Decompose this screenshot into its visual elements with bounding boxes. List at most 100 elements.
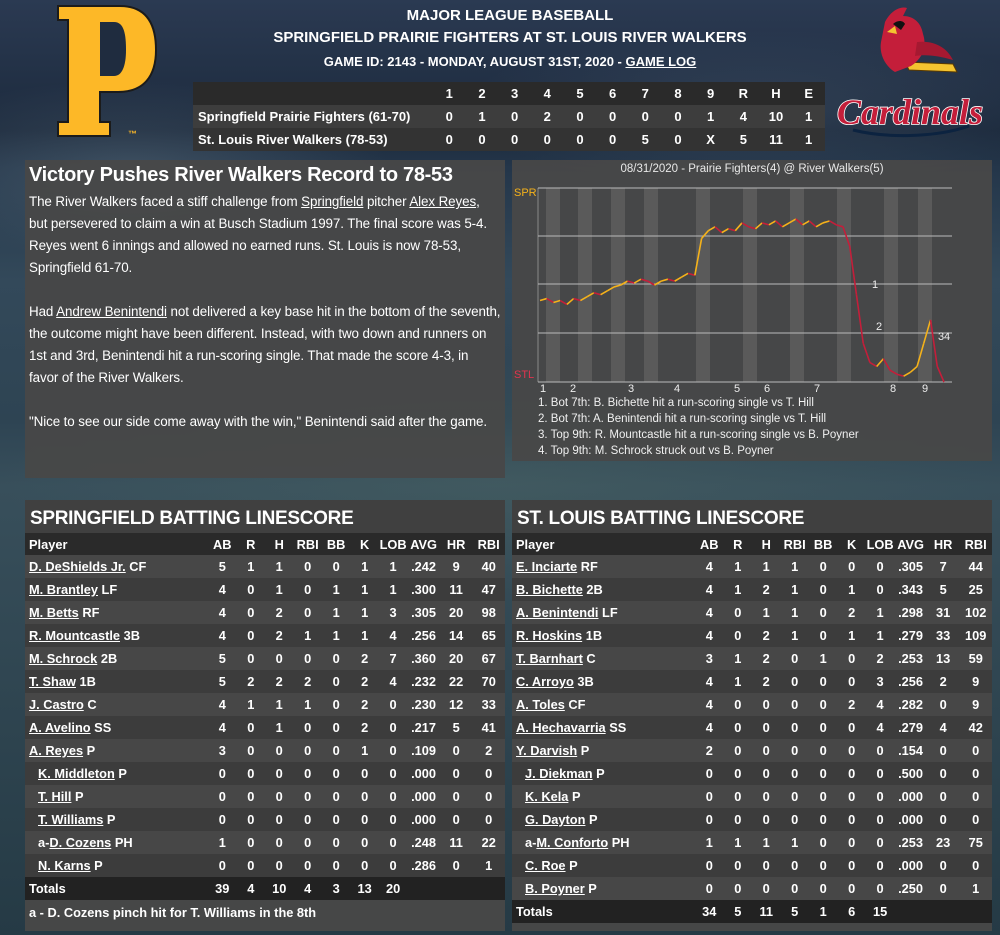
stat-cell: 4 bbox=[218, 582, 226, 597]
team-link-springfield[interactable]: Springfield bbox=[301, 194, 364, 209]
stat-cell: 0 bbox=[275, 835, 283, 850]
player-link-andrew-benintendi[interactable]: Andrew Benintendi bbox=[56, 304, 167, 319]
stat-cell: 0 bbox=[939, 881, 947, 896]
batting-header-cell: K bbox=[837, 533, 866, 555]
stat-cell: 0 bbox=[389, 812, 397, 827]
stat-cell: 0 bbox=[762, 858, 770, 873]
player-cell: a-D. Cozens PH bbox=[25, 831, 208, 854]
totals-cell: 15 bbox=[872, 904, 888, 919]
stat-cell: 1 bbox=[791, 835, 799, 850]
totals-cell bbox=[959, 900, 992, 923]
player-name-link[interactable]: M. Conforto bbox=[536, 835, 609, 850]
player-name-link[interactable]: M. Betts bbox=[29, 605, 79, 620]
player-name-link[interactable]: N. Karns bbox=[38, 858, 91, 873]
player-name-link[interactable]: R. Hoskins bbox=[516, 628, 583, 643]
player-name-link[interactable]: T. Williams bbox=[38, 812, 104, 827]
player-name-link[interactable]: T. Barnhart bbox=[516, 651, 583, 666]
stat-cell: 9 bbox=[972, 697, 980, 712]
player-name-link[interactable]: K. Kela bbox=[525, 789, 569, 804]
player-name-link[interactable]: D. Cozens bbox=[49, 835, 112, 850]
stat-cell: 0 bbox=[939, 812, 947, 827]
player-name-link[interactable]: B. Bichette bbox=[516, 582, 583, 597]
player-name-link[interactable]: C. Roe bbox=[525, 858, 566, 873]
stat-cell: 0 bbox=[389, 766, 397, 781]
story-paragraph-2: Had Andrew Benintendi not delivered a ke… bbox=[29, 301, 501, 389]
stat-cell: 22 bbox=[449, 674, 464, 689]
stat-cell: 0 bbox=[734, 812, 742, 827]
totals-cell: 10 bbox=[272, 881, 287, 896]
player-row: M. Betts RF 4 0 2 0 1 1 3.305 20 98 bbox=[25, 601, 505, 624]
player-prefix: a- bbox=[525, 835, 537, 850]
stat-cell: 4 bbox=[705, 697, 713, 712]
stat-cell: 14 bbox=[449, 628, 464, 643]
stat-cell: 1 bbox=[275, 559, 283, 574]
player-name-link[interactable]: B. Poyner bbox=[525, 881, 585, 896]
player-name-link[interactable]: A. Hechavarria bbox=[516, 720, 606, 735]
stat-cell: 1 bbox=[361, 605, 369, 620]
stat-cell: 0 bbox=[762, 789, 770, 804]
player-row: B. Poyner P 0 0 0 0 0 0 0 .250 0 1 bbox=[512, 877, 992, 900]
linescore-cell: 0 bbox=[674, 132, 682, 147]
player-name-link[interactable]: E. Inciarte bbox=[516, 559, 578, 574]
player-name-link[interactable]: J. Diekman bbox=[525, 766, 593, 781]
stat-cell: .282 bbox=[898, 697, 924, 712]
player-position: 1B bbox=[75, 674, 96, 689]
stat-cell: 109 bbox=[965, 628, 987, 643]
linescore-header-cell: H bbox=[771, 86, 781, 101]
player-name-link[interactable]: M. Schrock bbox=[29, 651, 98, 666]
player-name-link[interactable]: M. Brantley bbox=[29, 582, 98, 597]
player-name-link[interactable]: A. Benintendi bbox=[516, 605, 599, 620]
player-name-link[interactable]: K. Middleton bbox=[38, 766, 115, 781]
stat-cell: 0 bbox=[452, 812, 460, 827]
batting-header-cell: RBI bbox=[293, 533, 322, 555]
player-link-alex-reyes[interactable]: Alex Reyes bbox=[409, 194, 477, 209]
linescore-cell: 0 bbox=[576, 109, 584, 124]
stat-cell: 4 bbox=[705, 628, 713, 643]
stat-cell: 0 bbox=[734, 766, 742, 781]
stat-cell: 0 bbox=[218, 812, 226, 827]
player-name-link[interactable]: T. Shaw bbox=[29, 674, 76, 689]
player-name-link[interactable]: G. Dayton bbox=[525, 812, 586, 827]
stat-cell: 1 bbox=[848, 628, 856, 643]
story-paragraph-3: "Nice to see our side come away with the… bbox=[29, 414, 487, 429]
player-cell: R. Hoskins 1B bbox=[512, 624, 695, 647]
stat-cell: 4 bbox=[705, 605, 713, 620]
stat-cell: 1 bbox=[972, 881, 980, 896]
player-name-link[interactable]: J. Castro bbox=[29, 697, 84, 712]
stat-cell: 0 bbox=[247, 743, 255, 758]
player-name-link[interactable]: A. Reyes bbox=[29, 743, 84, 758]
game-info-text: GAME ID: 2143 - MONDAY, AUGUST 31ST, 202… bbox=[323, 54, 626, 69]
player-row: C. Roe P 0 0 0 0 0 0 0 .000 0 0 bbox=[512, 854, 992, 877]
linescore-cell: 0 bbox=[543, 132, 551, 147]
game-log-link[interactable]: GAME LOG bbox=[625, 54, 697, 69]
player-position: P bbox=[568, 789, 581, 804]
player-name-link[interactable]: C. Arroyo bbox=[516, 674, 574, 689]
linescore-header-cell: 7 bbox=[641, 86, 649, 101]
stat-cell: 1 bbox=[247, 697, 255, 712]
stat-cell: 2 bbox=[762, 628, 770, 643]
stat-cell: .256 bbox=[898, 674, 924, 689]
stat-cell: 0 bbox=[791, 697, 799, 712]
stat-cell: 4 bbox=[218, 720, 226, 735]
player-cell: T. Williams P bbox=[25, 808, 208, 831]
stat-cell: 31 bbox=[936, 605, 951, 620]
player-position: P bbox=[71, 789, 84, 804]
pirates-p-logo: ™ bbox=[57, 5, 158, 139]
player-name-link[interactable]: T. Hill bbox=[38, 789, 72, 804]
player-name-link[interactable]: A. Toles bbox=[516, 697, 565, 712]
player-row: T. Shaw 1B 5 2 2 2 0 2 4.232 22 70 bbox=[25, 670, 505, 693]
batting-header-cell: H bbox=[751, 533, 781, 555]
player-name-link[interactable]: D. DeShields Jr. bbox=[29, 559, 126, 574]
stat-cell: 0 bbox=[332, 835, 340, 850]
player-cell: M. Betts RF bbox=[25, 601, 208, 624]
player-name-link[interactable]: Y. Darvish bbox=[516, 743, 578, 758]
stat-cell: 1 bbox=[791, 628, 799, 643]
player-name-link[interactable]: A. Avelino bbox=[29, 720, 91, 735]
linescore-cell: 0 bbox=[445, 132, 453, 147]
stat-cell: .230 bbox=[411, 697, 437, 712]
win-prob-segment bbox=[633, 278, 642, 284]
player-name-link[interactable]: R. Mountcastle bbox=[29, 628, 121, 643]
play-note: 3. Top 9th: R. Mountcastle hit a run-sco… bbox=[538, 429, 859, 441]
stat-cell: 2 bbox=[304, 674, 312, 689]
stat-cell: 0 bbox=[247, 835, 255, 850]
